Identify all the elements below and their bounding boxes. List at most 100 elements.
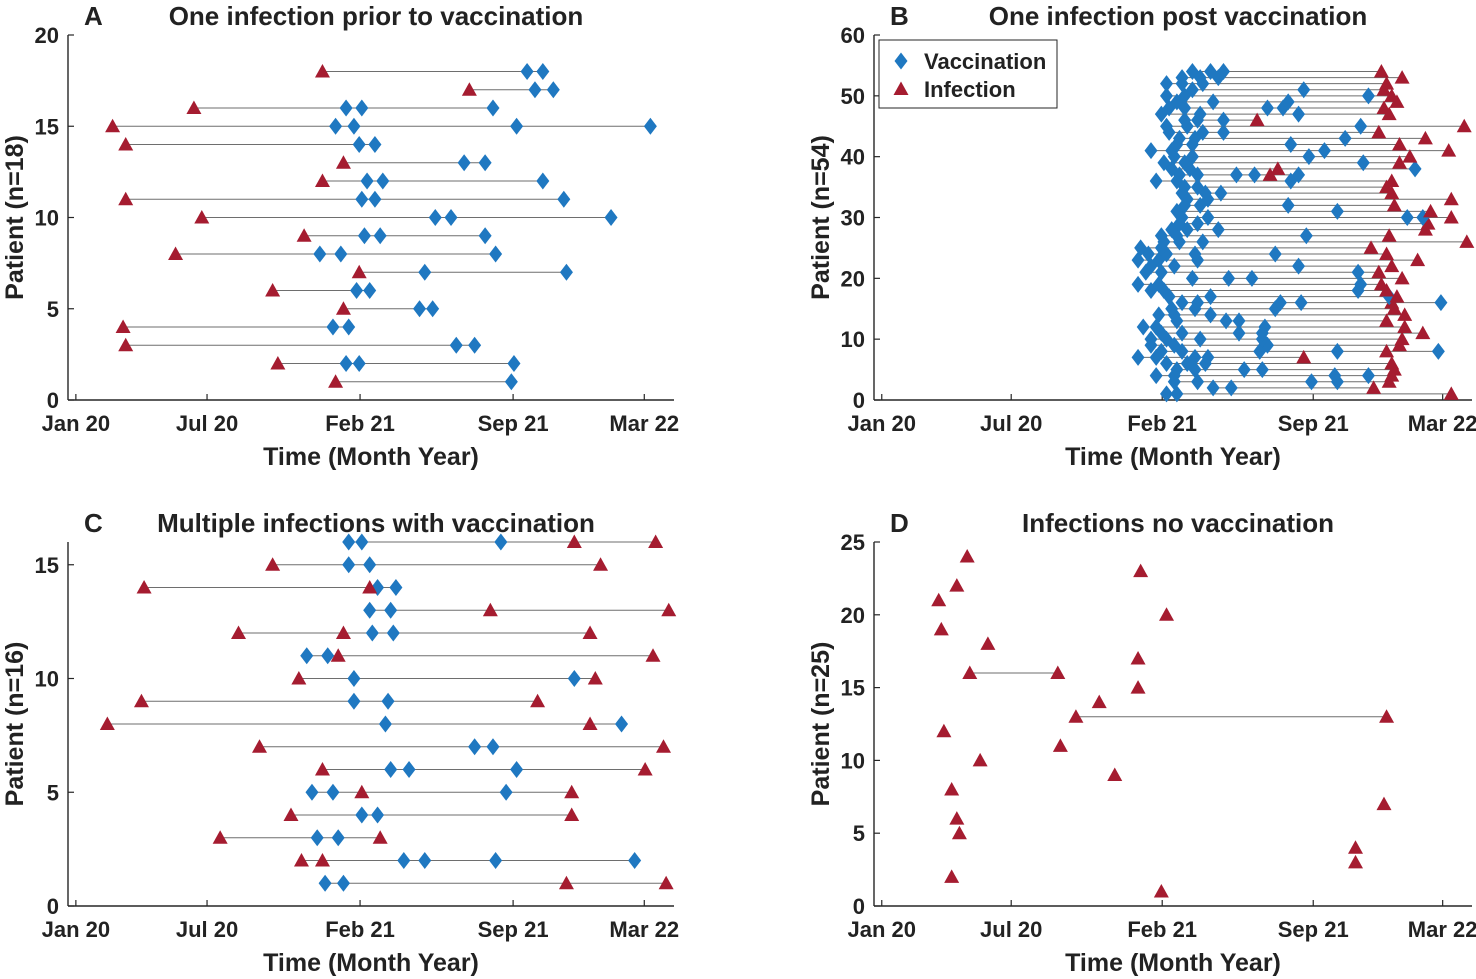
infection-marker: [1415, 325, 1431, 340]
vaccination-marker: [1281, 196, 1295, 214]
infection-marker: [99, 716, 115, 730]
vaccination-marker: [1317, 142, 1331, 160]
panel-d: D Infections no vaccination 0 5 10 15 20 25 Jan …: [807, 508, 1476, 977]
vaccination-marker: [1204, 63, 1218, 80]
vaccination-marker: [1175, 294, 1189, 312]
y-tick-label: 5: [47, 297, 59, 322]
infection-marker: [1050, 665, 1066, 680]
vaccination-marker: [373, 227, 387, 245]
vaccination-marker: [1248, 166, 1262, 184]
vaccination-marker: [643, 117, 657, 135]
infection-marker: [168, 246, 184, 260]
vaccination-marker: [1211, 221, 1225, 239]
vaccination-marker: [418, 263, 432, 281]
infection-marker: [564, 784, 580, 799]
vaccination-marker: [381, 692, 395, 710]
infection-marker: [949, 578, 965, 592]
infection-marker: [933, 621, 949, 636]
vaccination-marker: [1191, 178, 1205, 196]
markers: [931, 549, 1395, 898]
infection-marker: [1373, 276, 1389, 291]
x-tick-label: Sep 21: [1278, 917, 1349, 942]
infection-marker: [582, 625, 598, 639]
infection-marker: [270, 356, 286, 370]
infection-marker: [1068, 709, 1084, 723]
vaccination-marker: [1216, 111, 1230, 129]
infection-marker: [1371, 124, 1387, 139]
vaccination-marker: [318, 874, 332, 892]
x-tick-label: Jan 20: [42, 411, 111, 436]
panel-letter: A: [84, 1, 103, 31]
panel-title: Multiple infections with vaccination: [157, 508, 595, 538]
infection-marker: [582, 716, 598, 730]
infection-marker: [1130, 680, 1146, 694]
vaccination-marker: [1294, 294, 1308, 312]
vaccination-marker: [1354, 117, 1368, 135]
infection-marker: [314, 853, 330, 867]
x-tick-label: Feb 21: [325, 411, 395, 436]
infection-marker: [1386, 197, 1402, 212]
y-tick-label: 10: [841, 748, 865, 773]
y-tick-label: 20: [841, 603, 865, 628]
panel-title: Infections no vaccination: [1022, 508, 1334, 538]
vaccination-marker: [339, 99, 353, 117]
vaccination-marker: [1245, 269, 1259, 287]
vaccination-marker: [1134, 239, 1148, 257]
infection-marker: [1379, 343, 1395, 358]
vaccination-marker: [486, 738, 500, 756]
vaccination-marker: [1131, 348, 1145, 366]
vaccination-marker: [1152, 306, 1166, 324]
infection-marker: [1384, 88, 1400, 102]
vaccination-marker: [1154, 263, 1168, 281]
markers: [99, 533, 677, 892]
y-tick-label: 0: [853, 894, 865, 919]
vaccination-marker: [386, 624, 400, 642]
panel-letter: C: [84, 508, 103, 538]
vaccination-marker: [1131, 251, 1145, 269]
vaccination-marker: [305, 783, 319, 801]
vaccination-marker: [413, 300, 427, 318]
vaccination-marker: [1361, 367, 1375, 385]
vaccination-marker: [313, 245, 327, 263]
infection-marker: [1348, 840, 1364, 854]
vaccination-marker: [1434, 294, 1448, 312]
infection-marker: [1379, 709, 1395, 723]
y-axis-label: Patient (n=16): [1, 642, 29, 807]
vaccination-marker: [355, 190, 369, 208]
infection-marker: [1410, 252, 1426, 267]
vaccination-marker: [1154, 227, 1168, 245]
infection-marker: [265, 283, 281, 297]
infection-marker: [328, 374, 344, 388]
vaccination-marker: [1408, 160, 1422, 178]
vaccination-marker: [1185, 81, 1199, 99]
vaccination-marker: [1162, 123, 1176, 141]
markers: [1131, 63, 1475, 403]
vaccination-marker: [1229, 166, 1243, 184]
infection-marker: [212, 830, 228, 844]
infection-marker: [335, 155, 351, 169]
vaccination-marker: [1292, 166, 1306, 184]
x-tick-label: Jan 20: [848, 411, 917, 436]
infection-marker: [314, 762, 330, 776]
y-tick-label: 10: [35, 206, 59, 231]
vaccination-marker: [559, 263, 573, 281]
infection-marker: [1379, 76, 1395, 90]
vaccination-marker: [1160, 117, 1174, 135]
vaccination-marker: [368, 190, 382, 208]
vaccination-marker: [546, 81, 560, 99]
infection-marker: [1394, 331, 1410, 346]
infection-marker: [1107, 767, 1123, 781]
y-axis-label: Patient (n=18): [1, 135, 29, 300]
vaccination-marker: [1193, 330, 1207, 348]
infection-marker: [231, 625, 247, 639]
infection-marker: [936, 723, 952, 738]
vaccination-marker: [363, 556, 377, 574]
infection-marker: [1366, 380, 1382, 394]
vaccination-marker: [342, 318, 356, 336]
infection-marker: [351, 264, 367, 279]
legend-infection-marker: [893, 81, 909, 95]
x-tick-label: Mar 22: [1408, 917, 1476, 942]
infection-marker: [658, 875, 674, 890]
infection-marker: [1402, 149, 1418, 163]
infection-marker: [1052, 738, 1068, 752]
